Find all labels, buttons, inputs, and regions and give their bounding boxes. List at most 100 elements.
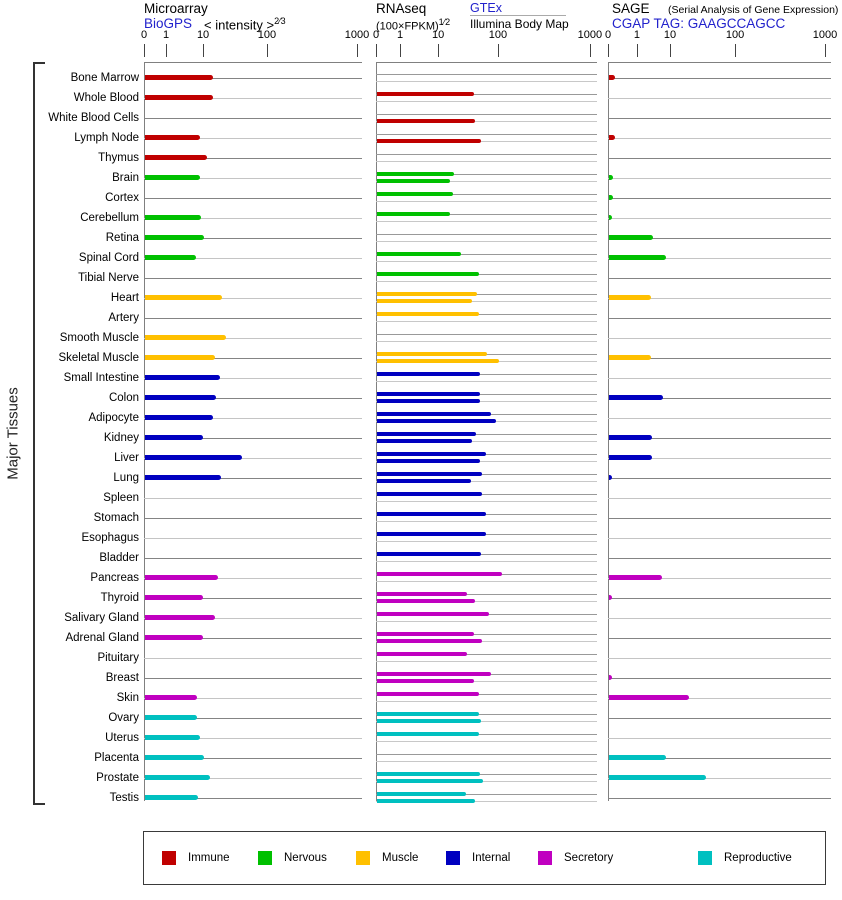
- bar-rnaseq-gtex-skeletal-muscle: [377, 352, 487, 356]
- row-baseline-rnaseq-gtex-stomach: [376, 514, 597, 515]
- axis-tick-label-rnaseq-1000: 1000: [577, 29, 603, 41]
- axis-tick-label-sage-10: 10: [663, 29, 677, 41]
- row-baseline-sage-sage-prostate: [608, 778, 831, 779]
- row-baseline-rnaseq-illumina-smooth-muscle: [376, 341, 597, 342]
- cgap-tag-link[interactable]: CGAP TAG: GAAGCCAGCC: [612, 16, 786, 31]
- axis-tick-mark-sage-1: [636, 44, 638, 57]
- axis-tick-mark-microarray-1: [166, 44, 168, 57]
- bar-sage-sage-cerebellum: [609, 215, 612, 220]
- panel-top-border-rnaseq: [376, 62, 597, 63]
- row-baseline-microarray-microarray-lymph-node: [144, 138, 362, 139]
- axis-tick-label-rnaseq-1: 1: [397, 29, 404, 41]
- row-baseline-rnaseq-gtex-skin: [376, 694, 597, 695]
- bar-rnaseq-gtex-brain: [377, 172, 455, 176]
- row-baseline-sage-sage-liver: [608, 458, 831, 459]
- bar-rnaseq-gtex-bladder: [377, 552, 481, 556]
- row-baseline-microarray-microarray-white-blood-cells: [144, 118, 362, 119]
- bar-rnaseq-gtex-pituitary: [377, 652, 467, 656]
- legend-label-immune: Immune: [188, 852, 230, 864]
- bar-rnaseq-gtex-testis: [377, 792, 466, 796]
- row-baseline-rnaseq-illumina-testis: [376, 801, 597, 802]
- panel-top-border-sage: [608, 62, 831, 63]
- bar-rnaseq-illumina-lymph-node: [377, 139, 481, 143]
- bar-microarray-microarray-ovary: [145, 715, 198, 720]
- bar-rnaseq-illumina-colon: [377, 399, 480, 403]
- row-baseline-microarray-microarray-colon: [144, 398, 362, 399]
- tissue-label-artery: Artery: [108, 312, 139, 324]
- bar-rnaseq-gtex-adipocyte: [377, 412, 492, 416]
- bar-microarray-microarray-cerebellum: [145, 215, 202, 220]
- bar-rnaseq-illumina-brain: [377, 179, 450, 183]
- row-baseline-microarray-microarray-thyroid: [144, 598, 362, 599]
- panel-axis-line-sage: [608, 62, 609, 801]
- bar-sage-sage-lung: [609, 475, 612, 480]
- bar-rnaseq-gtex-prostate: [377, 772, 480, 776]
- bar-rnaseq-gtex-tibial-nerve: [377, 272, 480, 276]
- rnaseq-metric-exponent: 1⁄2: [438, 17, 451, 27]
- row-baseline-rnaseq-illumina-cerebellum: [376, 221, 597, 222]
- row-baseline-sage-sage-uterus: [608, 738, 831, 739]
- row-baseline-microarray-microarray-skeletal-muscle: [144, 358, 362, 359]
- axis-tick-mark-microarray-0: [144, 44, 145, 57]
- tissue-label-spleen: Spleen: [103, 492, 139, 504]
- tissue-label-cerebellum: Cerebellum: [80, 212, 139, 224]
- row-baseline-microarray-microarray-kidney: [144, 438, 362, 439]
- tissue-label-lymph-node: Lymph Node: [74, 132, 139, 144]
- row-baseline-rnaseq-illumina-whole-blood: [376, 101, 597, 102]
- row-baseline-sage-sage-skin: [608, 698, 831, 699]
- bar-rnaseq-illumina-testis: [377, 799, 476, 803]
- tissue-label-bone-marrow: Bone Marrow: [70, 72, 139, 84]
- axis-tick-label-microarray-100: 100: [257, 29, 277, 41]
- tissue-label-kidney: Kidney: [103, 432, 139, 444]
- axis-tick-mark-sage-10: [669, 44, 671, 57]
- legend-label-muscle: Muscle: [382, 852, 419, 864]
- bar-rnaseq-gtex-cortex: [377, 192, 453, 196]
- sage-panel-title: SAGE: [612, 1, 650, 16]
- tissue-label-small-intestine: Small Intestine: [63, 372, 139, 384]
- bar-microarray-microarray-testis: [145, 795, 199, 800]
- bar-microarray-microarray-prostate: [145, 775, 211, 780]
- bar-rnaseq-gtex-esophagus: [377, 532, 487, 536]
- row-baseline-microarray-microarray-cerebellum: [144, 218, 362, 219]
- bar-rnaseq-gtex-skin: [377, 692, 480, 696]
- row-baseline-microarray-microarray-thymus: [144, 158, 362, 159]
- bar-sage-sage-breast: [609, 675, 612, 680]
- row-baseline-rnaseq-gtex-thyroid: [376, 594, 597, 595]
- bar-sage-sage-placenta: [609, 755, 666, 760]
- row-baseline-rnaseq-illumina-ovary: [376, 721, 597, 722]
- axis-tick-mark-microarray-100: [266, 44, 268, 57]
- row-baseline-rnaseq-illumina-lung: [376, 481, 597, 482]
- tissue-label-thyroid: Thyroid: [100, 592, 139, 604]
- row-baseline-rnaseq-illumina-bone-marrow: [376, 81, 597, 82]
- gtex-link[interactable]: GTEx: [470, 1, 502, 15]
- axis-tick-label-microarray-1: 1: [162, 29, 170, 41]
- bar-rnaseq-gtex-stomach: [377, 512, 487, 516]
- row-baseline-rnaseq-gtex-white-blood-cells: [376, 114, 597, 115]
- axis-tick-label-rnaseq-10: 10: [431, 29, 445, 41]
- bar-sage-sage-cortex: [609, 195, 614, 200]
- axis-tick-label-sage-0: 0: [604, 29, 612, 41]
- tissue-label-uterus: Uterus: [105, 732, 139, 744]
- row-baseline-rnaseq-gtex-retina: [376, 234, 597, 235]
- bar-sage-sage-colon: [609, 395, 664, 400]
- tissue-label-placenta: Placenta: [94, 752, 139, 764]
- row-baseline-rnaseq-gtex-spleen: [376, 494, 597, 495]
- bar-microarray-microarray-lymph-node: [145, 135, 201, 140]
- row-baseline-rnaseq-illumina-placenta: [376, 761, 597, 762]
- row-baseline-sage-sage-whole-blood: [608, 98, 831, 99]
- row-baseline-sage-sage-adrenal-gland: [608, 638, 831, 639]
- row-baseline-rnaseq-illumina-spleen: [376, 501, 597, 502]
- row-baseline-microarray-microarray-heart: [144, 298, 362, 299]
- axis-tick-mark-sage-100: [735, 44, 737, 57]
- axis-tick-label-microarray-1000: 1000: [344, 29, 370, 41]
- biogps-link[interactable]: BioGPS: [144, 16, 193, 31]
- row-baseline-rnaseq-illumina-uterus: [376, 741, 597, 742]
- tissue-label-pancreas: Pancreas: [90, 572, 139, 584]
- bar-sage-sage-spinal-cord: [609, 255, 666, 260]
- row-baseline-microarray-microarray-stomach: [144, 518, 362, 519]
- row-baseline-rnaseq-gtex-smooth-muscle: [376, 334, 597, 335]
- row-baseline-sage-sage-esophagus: [608, 538, 831, 539]
- tissue-label-brain: Brain: [112, 172, 139, 184]
- bar-microarray-microarray-heart: [145, 295, 222, 300]
- row-baseline-sage-sage-cortex: [608, 198, 831, 199]
